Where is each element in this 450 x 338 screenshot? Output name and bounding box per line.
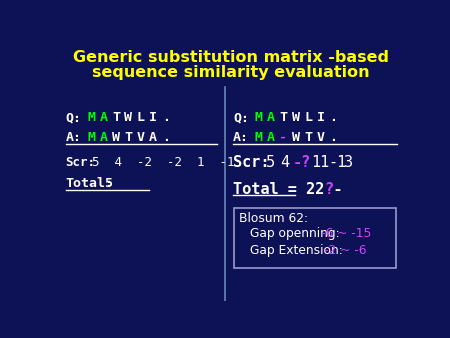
Text: A: A [267, 111, 275, 124]
Text: Total = 22 -: Total = 22 - [233, 182, 351, 197]
Text: A:: A: [66, 131, 81, 144]
Text: A: A [267, 131, 275, 144]
Text: -2 ~ -6: -2 ~ -6 [324, 244, 366, 257]
Text: .: . [162, 111, 170, 124]
Text: Gap Extension:: Gap Extension: [250, 244, 343, 257]
Text: A: A [149, 131, 157, 144]
Text: -?: -? [292, 155, 311, 170]
Text: Blosum 62:: Blosum 62: [239, 212, 308, 225]
Text: -: - [279, 131, 288, 144]
Text: Q:: Q: [66, 111, 81, 124]
Text: I: I [149, 111, 157, 124]
Text: -6 ~ -15: -6 ~ -15 [321, 227, 372, 240]
Text: M: M [255, 131, 263, 144]
Text: Generic substitution matrix -based: Generic substitution matrix -based [72, 50, 389, 65]
Text: T: T [125, 131, 132, 144]
Text: A: A [99, 111, 108, 124]
Text: A: A [99, 131, 108, 144]
Text: L: L [304, 111, 312, 124]
Text: M: M [255, 111, 263, 124]
Text: T: T [112, 111, 120, 124]
Text: Total:: Total: [66, 177, 113, 190]
Text: M: M [87, 131, 95, 144]
Text: V: V [137, 131, 145, 144]
Text: L: L [137, 111, 145, 124]
Text: ?: ? [324, 182, 333, 197]
Text: A:: A: [233, 131, 249, 144]
Text: .: . [162, 131, 170, 144]
Text: V: V [317, 131, 324, 144]
Text: W: W [292, 111, 300, 124]
Text: W: W [125, 111, 132, 124]
Text: Scr:: Scr: [66, 156, 95, 169]
FancyBboxPatch shape [234, 208, 396, 268]
Text: Scr:: Scr: [233, 155, 270, 170]
Text: .: . [329, 111, 337, 124]
Text: 4: 4 [280, 155, 289, 170]
Text: 11: 11 [311, 155, 329, 170]
Text: .: . [329, 131, 337, 144]
Text: T: T [279, 111, 288, 124]
Text: W: W [292, 131, 300, 144]
Text: W: W [112, 131, 120, 144]
Text: Q:: Q: [233, 111, 249, 124]
Text: 5: 5 [104, 177, 112, 190]
Text: sequence similarity evaluation: sequence similarity evaluation [92, 65, 369, 80]
Text: T: T [304, 131, 312, 144]
Text: 5: 5 [266, 155, 275, 170]
Text: -1: -1 [328, 155, 346, 170]
Text: I: I [317, 111, 324, 124]
Text: Gap openning:: Gap openning: [250, 227, 340, 240]
Text: 3: 3 [344, 155, 353, 170]
Text: M: M [87, 111, 95, 124]
Text: 5  4  -2  -2  1  -1: 5 4 -2 -2 1 -1 [92, 156, 234, 169]
